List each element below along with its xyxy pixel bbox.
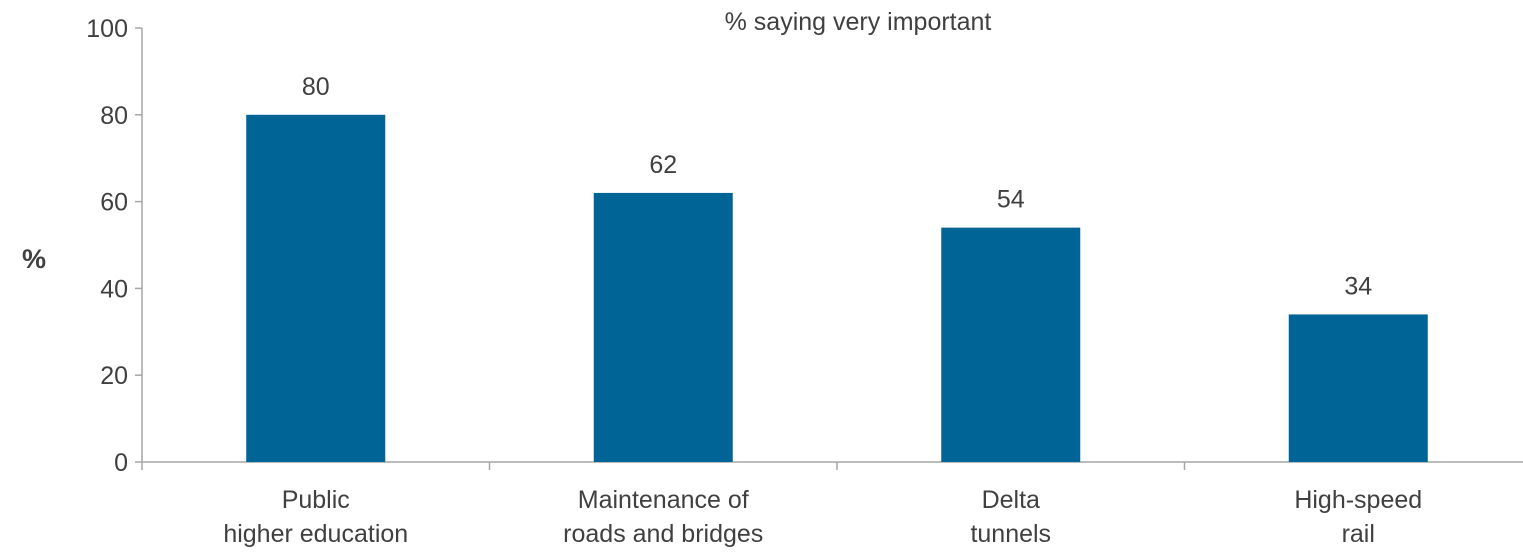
y-tick-label: 40 bbox=[100, 275, 128, 303]
chart-title: % saying very important bbox=[725, 8, 992, 36]
data-label: 62 bbox=[649, 151, 677, 179]
y-tick-label: 20 bbox=[100, 362, 128, 390]
x-axis bbox=[141, 461, 1523, 470]
data-label: 34 bbox=[1344, 272, 1372, 300]
y-tick-label: 0 bbox=[114, 449, 128, 477]
y-axis-label: % bbox=[22, 244, 46, 274]
category-label: rail bbox=[1342, 520, 1375, 548]
category-label: Delta bbox=[982, 486, 1040, 514]
data-labels-group: 80 62 54 34 bbox=[302, 73, 1372, 301]
bar bbox=[941, 227, 1081, 462]
y-axis: 0 20 40 60 80 100 bbox=[86, 15, 143, 477]
data-label: 54 bbox=[997, 186, 1025, 214]
category-label: tunnels bbox=[970, 520, 1051, 548]
y-tick-label: 60 bbox=[100, 189, 128, 217]
category-label: Public bbox=[282, 486, 350, 514]
bar bbox=[246, 114, 386, 463]
bar bbox=[593, 192, 733, 463]
y-tick-label: 100 bbox=[86, 15, 128, 43]
category-label: higher education bbox=[223, 520, 408, 548]
y-tick-label: 80 bbox=[100, 102, 128, 130]
category-label: roads and bridges bbox=[563, 520, 763, 548]
bars-group bbox=[246, 114, 1428, 463]
data-label: 80 bbox=[302, 73, 330, 101]
category-label: High-speed bbox=[1294, 486, 1422, 514]
category-label: Maintenance of bbox=[578, 486, 749, 514]
category-labels-group: Public higher education Maintenance of road… bbox=[223, 486, 1422, 548]
bar bbox=[1288, 314, 1428, 462]
